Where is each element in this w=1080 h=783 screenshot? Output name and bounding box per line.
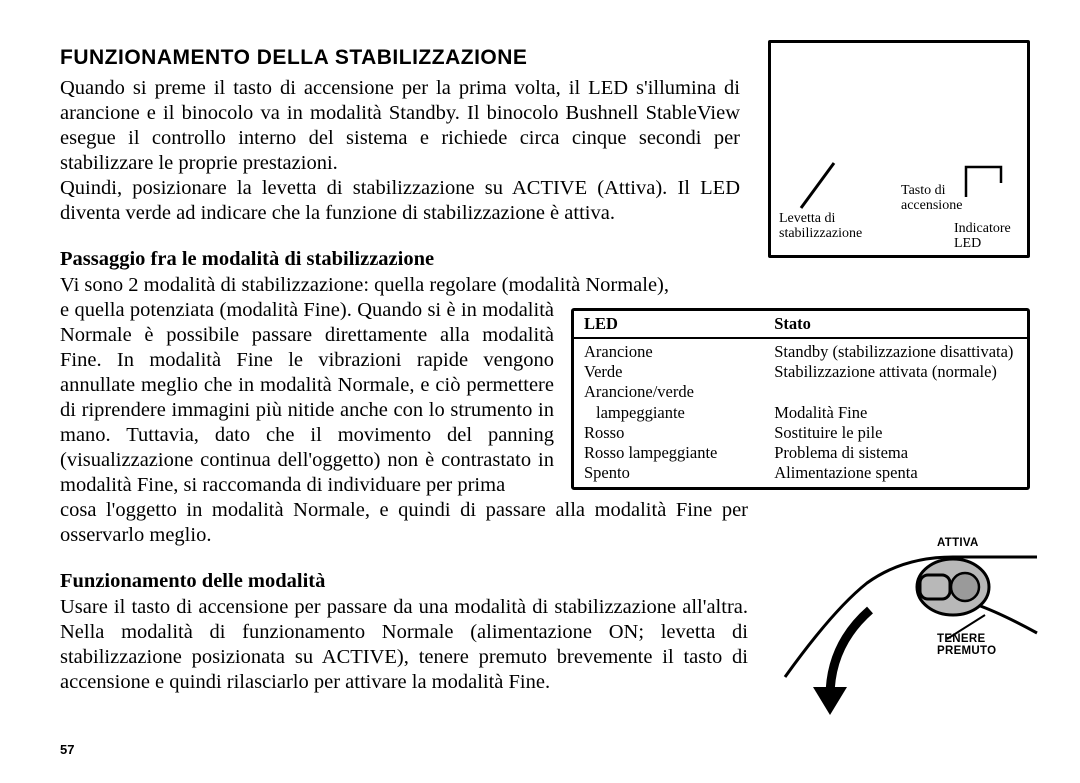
label-tasto: Tasto di accensione [901,183,962,214]
label-levetta: Levetta di stabilizzazione [779,211,862,242]
paragraph-2a: Vi sono 2 modalità di stabilizzazione: q… [60,273,740,298]
led-status-table: LED Stato ArancioneStandby (stabilizzazi… [571,308,1030,490]
paragraph-1a: Quando si preme il tasto di accensione p… [60,76,740,176]
parts-diagram: Levetta di stabilizzazione Tasto di acce… [768,40,1030,258]
table-row: VerdeStabilizzazione attivata (normale) [574,362,1027,382]
paragraph-2b: e quella potenziata (modalità Fine). Qua… [60,298,554,498]
th-stato: Stato [764,311,1027,338]
table-row: ArancioneStandby (stabilizzazione disatt… [574,338,1027,362]
label-indicatore: Indicatore LED [954,221,1011,252]
label-tenere: TENERE PREMUTO [937,633,1040,657]
heading-passaggio: Passaggio fra le modalità di stabilizzaz… [60,248,740,271]
main-title: FUNZIONAMENTO DELLA STABILIZZAZIONE [60,46,740,70]
table-row: RossoSostituire le pile [574,423,1027,443]
table-row: Arancione/verde [574,382,1027,402]
label-attiva: ATTIVA [937,537,979,549]
table-row: SpentoAlimentazione spenta [574,463,1027,487]
switch-diagram: ATTIVA TENERE PREMUTO [775,535,1040,715]
heading-funzionamento: Funzionamento delle modalità [60,570,748,593]
table-row: lampeggianteModalità Fine [574,403,1027,423]
switch-svg-icon [775,535,1040,715]
paragraph-1b: Quindi, posizionare la levetta di stabil… [60,176,740,226]
paragraph-3: Usare il tasto di accensione per passare… [60,595,748,695]
page-number: 57 [60,742,74,757]
table-row: Rosso lampeggianteProblema di sistema [574,443,1027,463]
th-led: LED [574,311,764,338]
paragraph-2c: cosa l'oggetto in modalità Normale, e qu… [60,498,748,548]
